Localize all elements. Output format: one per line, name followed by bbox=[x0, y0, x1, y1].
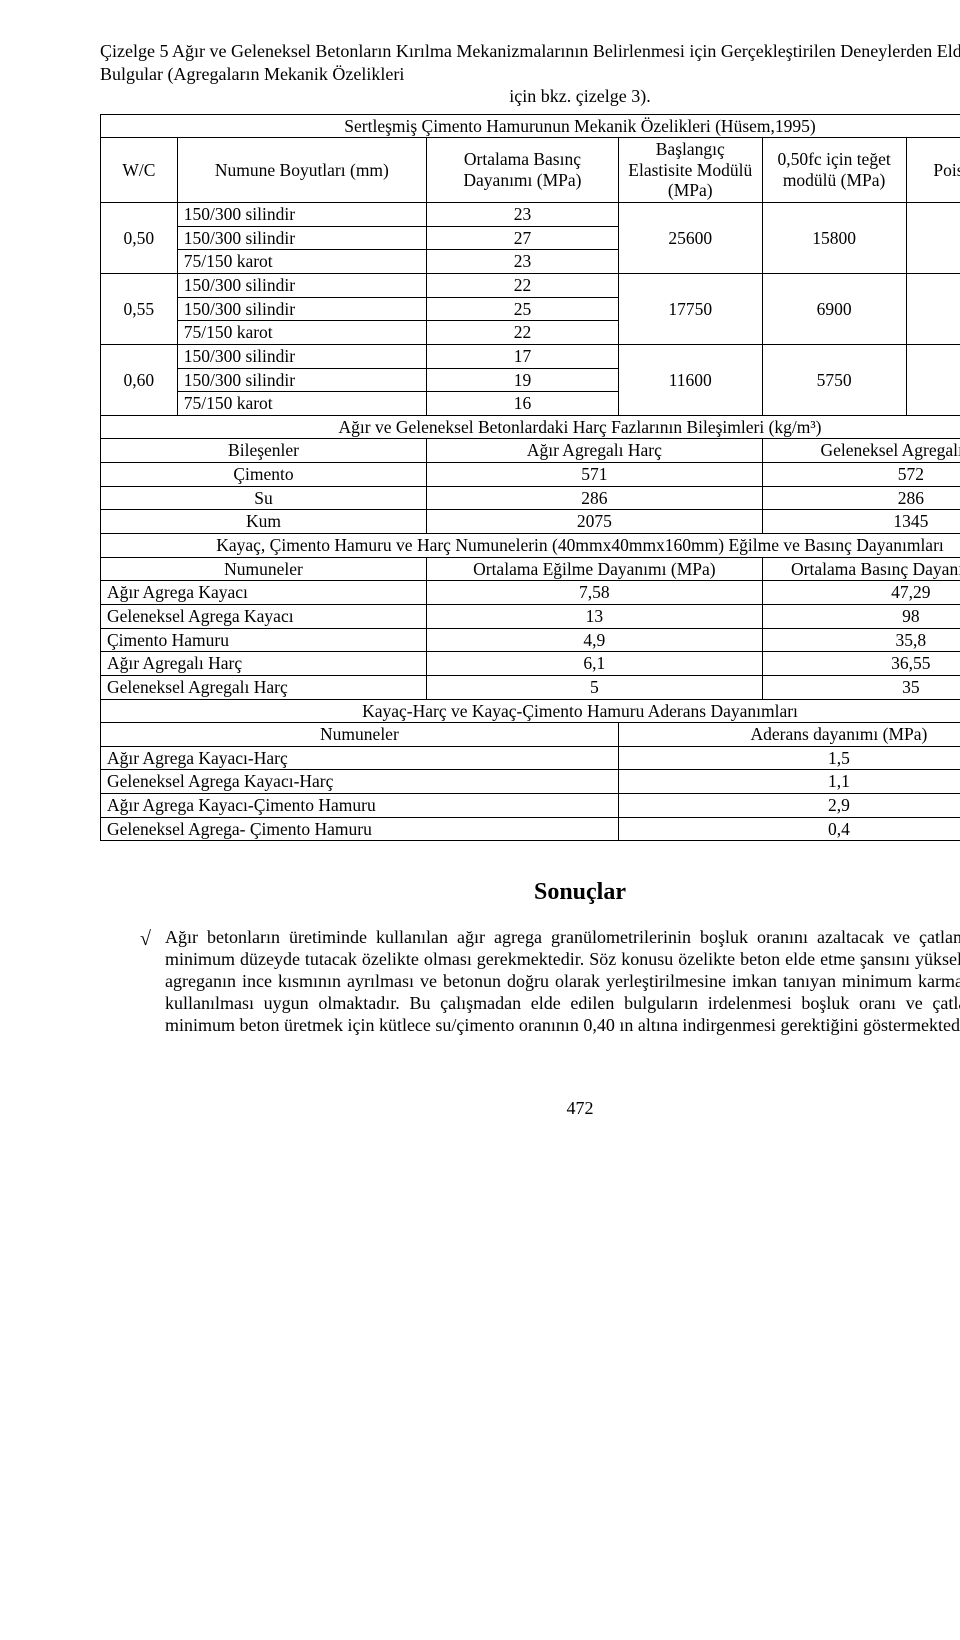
cell: 19 bbox=[427, 368, 619, 392]
sectC-head-e: Ortalama Eğilme Dayanımı (MPa) bbox=[427, 557, 763, 581]
cell: 17 bbox=[427, 344, 619, 368]
cell: 150/300 silindir bbox=[177, 297, 426, 321]
head-numune: Numune Boyutları (mm) bbox=[177, 138, 426, 203]
cell: 571 bbox=[427, 463, 763, 487]
sectD-head-n: Numuneler bbox=[101, 723, 619, 747]
cell: 150/300 silindir bbox=[177, 226, 426, 250]
cell: 286 bbox=[427, 486, 763, 510]
wc-1: 0,55 bbox=[101, 273, 178, 344]
check-icon: √ bbox=[140, 927, 151, 951]
cell: Geleneksel Agrega Kayacı-Harç bbox=[101, 770, 619, 794]
cell: Ağır Agregalı Harç bbox=[101, 652, 427, 676]
cell: Kum bbox=[101, 510, 427, 534]
cell: 75/150 karot bbox=[177, 392, 426, 416]
sectC-title: Kayaç, Çimento Hamuru ve Harç Numuneleri… bbox=[101, 534, 960, 558]
cell: Çimento bbox=[101, 463, 427, 487]
head-teget: 0,50fc için teğet modülü (MPa) bbox=[762, 138, 906, 203]
cell: 1,1 bbox=[618, 770, 960, 794]
conclusion-bullet: √ Ağır betonların üretiminde kullanılan … bbox=[140, 927, 960, 1037]
sectB-title: Ağır ve Geleneksel Betonlardaki Harç Faz… bbox=[101, 415, 960, 439]
cell: Ağır Agrega Kayacı-Harç bbox=[101, 746, 619, 770]
E-1: 17750 bbox=[618, 273, 762, 344]
cell: 150/300 silindir bbox=[177, 368, 426, 392]
cell: 25 bbox=[427, 297, 619, 321]
sectB-head-a: Ağır Agregalı Harç bbox=[427, 439, 763, 463]
Et-2: 5750 bbox=[762, 344, 906, 415]
cell: Geleneksel Agrega Kayacı bbox=[101, 604, 427, 628]
cell: 23 bbox=[427, 203, 619, 227]
table-caption: Çizelge 5 Ağır ve Geleneksel Betonların … bbox=[100, 40, 960, 108]
head-poisson: Poisson Oranı bbox=[906, 138, 960, 203]
cell: 0,4 bbox=[618, 817, 960, 841]
cell: 1345 bbox=[762, 510, 960, 534]
cell: 22 bbox=[427, 273, 619, 297]
cell: 572 bbox=[762, 463, 960, 487]
nu-1: 0,26 bbox=[906, 273, 960, 344]
sectA-title: Sertleşmiş Çimento Hamurunun Mekanik Öze… bbox=[101, 114, 960, 138]
cell: 2,9 bbox=[618, 794, 960, 818]
main-table: Sertleşmiş Çimento Hamurunun Mekanik Öze… bbox=[100, 114, 960, 842]
head-elastisite: Başlangıç Elastisite Modülü (MPa) bbox=[618, 138, 762, 203]
sectB-head-g: Geleneksel Agregalı Harç bbox=[762, 439, 960, 463]
cell: 23 bbox=[427, 250, 619, 274]
head-wc: W/C bbox=[101, 138, 178, 203]
sectB-head-b: Bileşenler bbox=[101, 439, 427, 463]
cell: 16 bbox=[427, 392, 619, 416]
sectD-head-a: Aderans dayanımı (MPa) bbox=[618, 723, 960, 747]
cell: 47,29 bbox=[762, 581, 960, 605]
cell: Geleneksel Agregalı Harç bbox=[101, 675, 427, 699]
cell: 13 bbox=[427, 604, 763, 628]
cell: Su bbox=[101, 486, 427, 510]
cell: 150/300 silindir bbox=[177, 273, 426, 297]
cell: 35,8 bbox=[762, 628, 960, 652]
page-number: 472 bbox=[100, 1097, 960, 1120]
cell: 27 bbox=[427, 226, 619, 250]
nu-0: 0,33 bbox=[906, 203, 960, 274]
cell: Ağır Agrega Kayacı-Çimento Hamuru bbox=[101, 794, 619, 818]
cell: 35 bbox=[762, 675, 960, 699]
nu-2: 0,22 bbox=[906, 344, 960, 415]
cell: Ağır Agrega Kayacı bbox=[101, 581, 427, 605]
Et-1: 6900 bbox=[762, 273, 906, 344]
cell: 98 bbox=[762, 604, 960, 628]
caption-line-2: için bkz. çizelge 3). bbox=[100, 85, 960, 108]
head-ortalama: Ortalama Basınç Dayanımı (MPa) bbox=[427, 138, 619, 203]
wc-0: 0,50 bbox=[101, 203, 178, 274]
wc-2: 0,60 bbox=[101, 344, 178, 415]
cell: 150/300 silindir bbox=[177, 203, 426, 227]
cell: 22 bbox=[427, 321, 619, 345]
cell: 36,55 bbox=[762, 652, 960, 676]
sectC-head-n: Numuneler bbox=[101, 557, 427, 581]
cell: 286 bbox=[762, 486, 960, 510]
cell: Çimento Hamuru bbox=[101, 628, 427, 652]
conclusion-heading: Sonuçlar bbox=[100, 877, 960, 907]
cell: 75/150 karot bbox=[177, 321, 426, 345]
E-0: 25600 bbox=[618, 203, 762, 274]
sectD-title: Kayaç-Harç ve Kayaç-Çimento Hamuru Adera… bbox=[101, 699, 960, 723]
conclusion-text: Ağır betonların üretiminde kullanılan ağ… bbox=[165, 927, 960, 1037]
E-2: 11600 bbox=[618, 344, 762, 415]
Et-0: 15800 bbox=[762, 203, 906, 274]
cell: 5 bbox=[427, 675, 763, 699]
caption-line-1: Çizelge 5 Ağır ve Geleneksel Betonların … bbox=[100, 41, 960, 84]
cell: 7,58 bbox=[427, 581, 763, 605]
cell: 75/150 karot bbox=[177, 250, 426, 274]
cell: 6,1 bbox=[427, 652, 763, 676]
sectC-head-b: Ortalama Basınç Dayanımı (MPa) bbox=[762, 557, 960, 581]
cell: 150/300 silindir bbox=[177, 344, 426, 368]
cell: 4,9 bbox=[427, 628, 763, 652]
cell: 2075 bbox=[427, 510, 763, 534]
cell: 1,5 bbox=[618, 746, 960, 770]
cell: Geleneksel Agrega- Çimento Hamuru bbox=[101, 817, 619, 841]
